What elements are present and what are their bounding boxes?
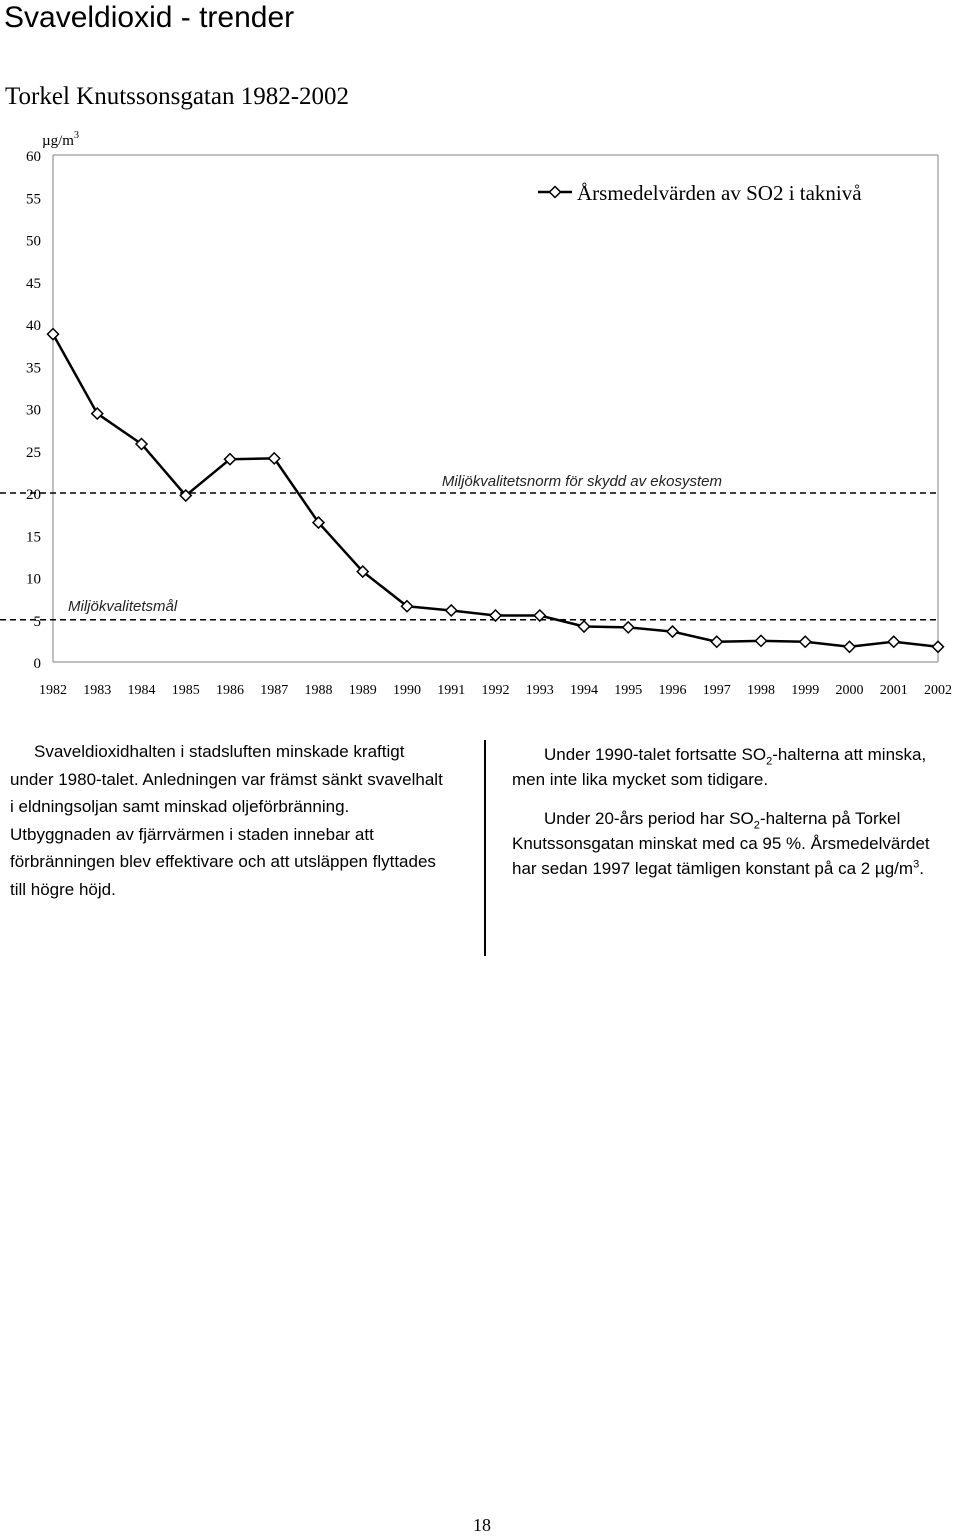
x-tick-label: 2002 [924,683,952,698]
y-tick-label: 10 [26,572,41,588]
data-point-marker [931,640,945,654]
data-point-marker [754,634,768,648]
data-point-marker [842,640,857,654]
y-tick-label: 30 [26,403,41,419]
y-tick-label: 5 [34,614,42,630]
data-point-marker [46,327,60,341]
x-tick-label: 1985 [172,683,200,698]
x-tick-label: 1999 [791,683,819,698]
right-paragraph-1: Under 1990-talet fortsatte SO2-halterna … [512,745,927,789]
y-tick-label: 15 [26,529,41,545]
y-tick-label: 50 [26,234,41,250]
x-tick-label: 2001 [880,683,908,698]
x-tick-label: 1990 [393,683,421,698]
x-tick-label: 1989 [349,683,377,698]
data-point-marker [488,608,503,623]
page-number: 18 [473,1515,491,1535]
right-paragraph-2: Under 20-års period har SO2-halterna på … [512,809,930,878]
y-tick-label: 0 [34,656,42,672]
y-tick-label: 35 [26,360,41,376]
y-axis-label: µg/m3 [42,130,79,149]
data-point-marker [533,608,547,623]
column-divider [484,740,486,956]
y-tick-label: 25 [26,445,41,461]
data-point-marker [621,620,635,634]
x-tick-label: 1996 [659,683,687,698]
data-point-marker [710,635,724,649]
y-tick-label: 40 [26,318,41,334]
x-tick-label: 1995 [614,683,642,698]
data-point-marker [311,516,326,530]
legend-marker-swatch [548,185,562,199]
reference-line-label: Miljökvalitetsmål [68,598,178,615]
y-tick-label: 55 [26,191,41,207]
x-tick-label: 1986 [216,683,244,698]
x-tick-label: 1991 [437,683,465,698]
x-tick-label: 1993 [526,683,554,698]
x-tick-label: 1984 [128,683,156,698]
legend-label: Årsmedelvärden av SO2 i taknivå [577,181,862,205]
data-point-marker [179,488,193,503]
chart-title: Torkel Knutssonsgatan 1982-2002 [5,83,350,110]
x-tick-label: 1998 [747,683,775,698]
x-tick-label: 1992 [482,683,510,698]
data-point-marker [665,625,680,639]
y-tick-label: 20 [26,487,41,503]
data-point-marker [134,437,149,451]
data-point-marker [444,603,458,618]
x-tick-label: 1982 [39,683,67,698]
reference-line-label: Miljökvalitetsnorm för skydd av ekosyste… [442,473,722,490]
right-text-column: Under 1990-talet fortsatte SO2-halterna … [512,742,958,895]
left-paragraph: Svaveldioxidhalten i stadsluften minskad… [10,742,443,899]
x-tick-label: 2000 [836,683,864,698]
data-point-marker [356,565,370,579]
y-tick-label: 45 [26,276,41,292]
data-point-marker [90,407,104,421]
x-tick-label: 1983 [83,683,111,698]
data-point-marker [400,599,414,613]
data-point-marker [223,452,237,466]
data-point-marker [798,635,812,649]
x-tick-label: 1997 [703,683,731,698]
data-point-marker [887,635,901,649]
left-text-column: Svaveldioxidhalten i stadsluften minskad… [10,738,450,903]
data-point-marker [577,619,591,634]
x-tick-label: 1987 [260,683,288,698]
page-title: Svaveldioxid - trender [4,1,295,34]
y-tick-label: 60 [26,149,41,165]
x-tick-label: 1988 [305,683,333,698]
x-tick-label: 1994 [570,683,598,698]
data-point-marker [267,451,281,465]
